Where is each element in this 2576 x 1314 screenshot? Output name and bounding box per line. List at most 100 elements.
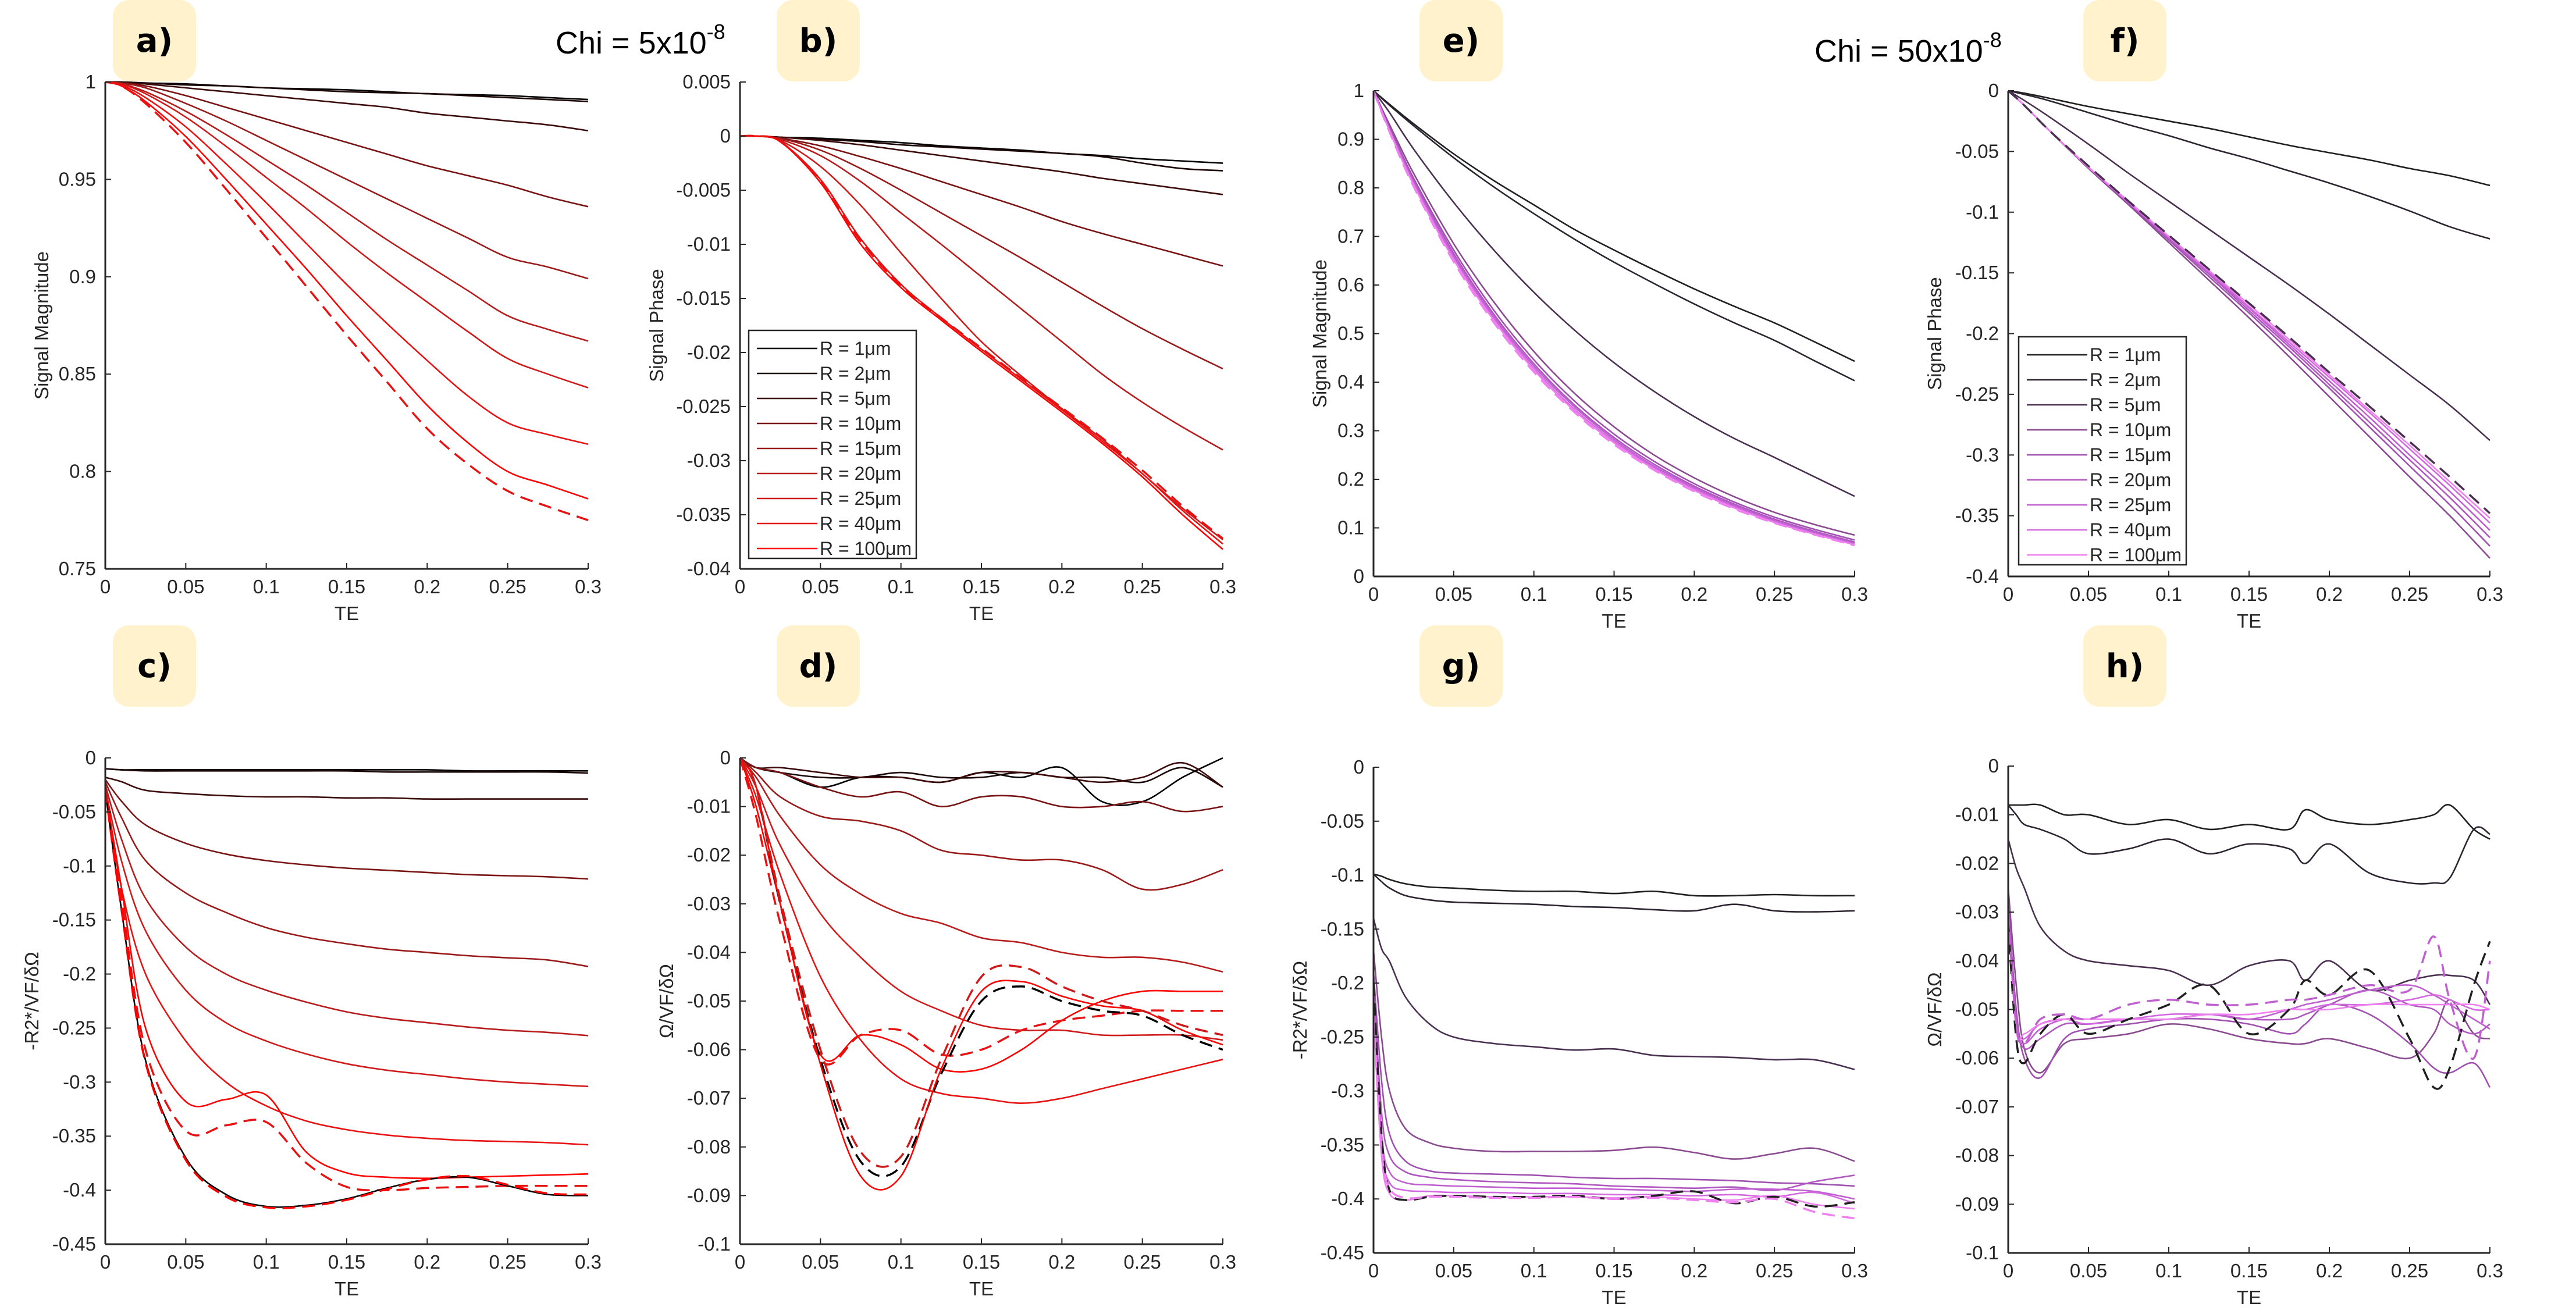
chart-d-y-axis-title: Ω/VF/δΩ (656, 964, 677, 1038)
chart-d-y-tick-label: -0.01 (687, 796, 731, 817)
chart-e-y-tick-label: 0.4 (1337, 371, 1364, 393)
chart-d-y-tick-label: -0.07 (687, 1087, 731, 1109)
chart-b-series (740, 134, 1224, 550)
chart-d-series-line (740, 757, 1223, 1066)
chart-f-y-tick-label: -0.25 (1955, 383, 1999, 405)
chart-h-y-tick-label: -0.01 (1955, 804, 1999, 825)
chart-a: 0 0.05 0.1 0.15 0.2 0.25 0.3 0.75 0.8 0.85 0.9 0.95… (31, 71, 602, 624)
chart-f-y-tick-label: -0.2 (1966, 323, 1999, 344)
chart-f-y-tick-label: -0.35 (1955, 505, 1999, 526)
chart-d-series-line (740, 757, 1223, 806)
chart-h-series-line (2008, 902, 2491, 1088)
chart-g-y-tick-label: -0.1 (1331, 864, 1364, 886)
chart-g-x-tick-label: 0.3 (1841, 1260, 1868, 1281)
chart-c: 0 0.05 0.1 0.15 0.2 0.25 0.3 -0.45 -0.4 -0.35 -0.3… (21, 747, 602, 1299)
chart-f-legend-label: R = 1μm (2090, 344, 2161, 365)
chart-f-y-tick-label: -0.1 (1966, 201, 1999, 223)
chart-f-series (2008, 90, 2491, 559)
chart-f-series-line (2008, 90, 2490, 240)
chart-f-y-tick-label: -0.05 (1955, 140, 1999, 162)
chart-e-y-tick-label: 0.6 (1337, 274, 1364, 295)
chart-g-series-line (1374, 950, 1855, 1162)
chart-a-y-axis-title: Signal Magnitude (31, 251, 52, 400)
chart-e-y-tick-label: 0.3 (1337, 420, 1364, 441)
chart-c-x-axis-title: TE (335, 1278, 359, 1299)
title-chi-50e-8: Chi = 50x10-8 (1814, 28, 2002, 69)
chart-b-x-tick-label: 0.15 (963, 576, 1000, 597)
chart-c-y-tick-label: -0.35 (52, 1125, 96, 1146)
chart-e-y-tick-label: 0.1 (1337, 517, 1364, 539)
chart-d-y-tick-label: -0.05 (687, 990, 731, 1012)
chart-d-series-line (740, 757, 1223, 973)
chart-h-y-tick-label: -0.05 (1955, 999, 1999, 1020)
chart-f-series-line (2008, 90, 2490, 441)
chart-f-y-tick-label: -0.3 (1966, 444, 1999, 465)
chart-g-y-tick-label: -0.25 (1321, 1026, 1364, 1048)
chart-f-legend-label: R = 2μm (2090, 369, 2161, 390)
chart-a-x-tick-label: 0 (100, 576, 111, 597)
chart-g-series-line (1374, 918, 1855, 1070)
chart-f-series-line (2008, 90, 2490, 187)
chart-b-series-line (740, 134, 1224, 540)
chart-e-x-tick-label: 0 (1368, 583, 1379, 605)
chart-f-y-tick-label: 0 (1988, 80, 1999, 101)
chart-e-x-tick-label: 0.1 (1521, 583, 1547, 605)
chart-f-x-tick-label: 0.05 (2070, 583, 2107, 605)
chart-d-x-tick-label: 0.15 (963, 1251, 1000, 1273)
chart-a-series-line (105, 81, 589, 131)
title-chi-5e-8-text: Chi = 5x10 (556, 26, 707, 60)
panel-label-d: d) (777, 625, 860, 707)
chart-c-series-line (105, 790, 589, 1209)
chart-h-x-tick-label: 0.2 (2316, 1260, 2343, 1281)
chart-a-series-line (105, 81, 589, 389)
chart-e-series-line (1374, 90, 1855, 543)
chart-g-x-tick-label: 0.25 (1756, 1260, 1793, 1281)
chart-c-series-line (105, 785, 589, 1037)
chart-a-y-tick-label: 0.8 (69, 461, 96, 482)
chart-e-x-axis-title: TE (1602, 610, 1626, 632)
chart-d-series (740, 757, 1223, 1191)
chart-b-legend-label: R = 25μm (820, 488, 901, 509)
chart-b-y-tick-label: -0.025 (676, 396, 731, 417)
chart-d-x-axis-title: TE (969, 1278, 994, 1299)
chart-a-series-line (105, 81, 589, 445)
chart-h-x-tick-label: 0.25 (2391, 1260, 2428, 1281)
chart-b-legend-label: R = 1μm (820, 338, 891, 359)
chart-b-x-tick-label: 0.25 (1124, 576, 1161, 597)
chart-g-series-line (1374, 1005, 1855, 1204)
chart-d-series-line (740, 757, 1223, 1168)
chart-c-y-tick-label: -0.15 (52, 909, 96, 931)
chart-b-y-tick-label: 0.005 (682, 71, 731, 92)
chart-a-series-line (105, 81, 589, 500)
chart-e-series-line (1374, 90, 1855, 544)
chart-g-y-tick-label: -0.35 (1321, 1134, 1364, 1155)
chart-b-x-tick-label: 0.1 (888, 576, 915, 597)
chart-g-x-axis-title: TE (1602, 1287, 1626, 1308)
chart-b-legend-label: R = 10μm (820, 413, 901, 434)
chart-e-series-line (1374, 90, 1855, 541)
chart-d-x-tick-label: 0.2 (1048, 1251, 1075, 1273)
chart-e-x-tick-label: 0.25 (1756, 583, 1793, 605)
title-chi-50e-8-text: Chi = 50x10 (1814, 34, 1983, 69)
chart-b-series-line (740, 135, 1223, 172)
chart-g: 0 0.05 0.1 0.15 0.2 0.25 0.3 -0.45 -0.4 -0.35 -0.3… (1289, 756, 1868, 1308)
chart-g-y-tick-label: -0.15 (1321, 918, 1364, 939)
chart-h-x-tick-label: 0 (2003, 1260, 2013, 1281)
chart-h-series (2008, 803, 2491, 1090)
chart-g-series (1374, 873, 1855, 1220)
chart-a-y-tick-label: 0.9 (69, 266, 96, 287)
chart-a-series-line (105, 81, 589, 342)
chart-f-legend-box (2018, 336, 2187, 566)
chart-d-y-tick-label: -0.04 (687, 941, 731, 963)
chart-h-y-tick-label: -0.03 (1955, 901, 1999, 923)
chart-b-x-tick-label: 0.05 (802, 576, 839, 597)
chart-c-series-line (105, 768, 588, 772)
chart-b-series-line (740, 135, 1223, 451)
chart-b-legend-label: R = 40μm (820, 513, 901, 534)
chart-f-legend-label: R = 20μm (2090, 469, 2171, 490)
chart-d-x-tick-label: 0.25 (1124, 1251, 1161, 1273)
chart-b-y-tick-label: -0.005 (676, 179, 731, 201)
chart-d-y-tick-label: -0.1 (698, 1233, 731, 1255)
chart-e-series-line (1374, 90, 1855, 546)
